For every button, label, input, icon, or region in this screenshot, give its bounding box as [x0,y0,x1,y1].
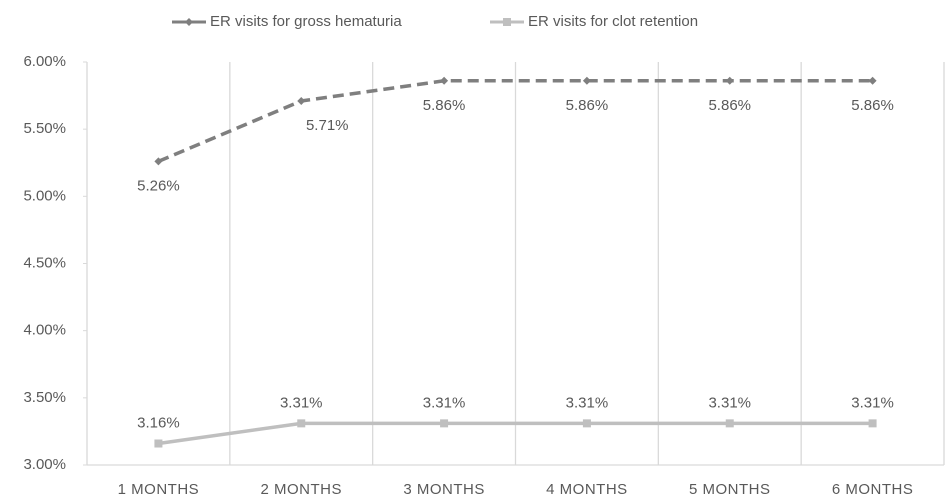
data-label: 5.86% [566,97,609,114]
point [154,439,163,448]
x-tick-label: 4 MONTHS [546,481,628,498]
x-tick-label: 2 MONTHS [260,481,342,498]
point [868,419,877,428]
data-label: 3.31% [708,394,751,411]
data-label: 3.31% [423,394,466,411]
y-tick-label: 6.00% [23,53,66,70]
x-tick-label: 3 MONTHS [403,481,485,498]
data-label: 5.86% [708,97,751,114]
legend-marker [185,18,193,26]
point [725,76,734,85]
data-label: 5.26% [137,177,180,194]
x-tick-label: 5 MONTHS [689,481,771,498]
data-label: 3.16% [137,414,180,431]
point [297,419,306,428]
data-label: 5.86% [851,97,894,114]
data-label: 3.31% [280,394,323,411]
point [297,96,306,105]
x-tick-label: 6 MONTHS [832,481,914,498]
data-label: 5.86% [423,97,466,114]
x-tick-label: 1 MONTHS [118,481,200,498]
y-tick-label: 5.50% [23,120,66,137]
data-label: 3.31% [851,394,894,411]
point [440,76,449,85]
y-tick-label: 3.50% [23,389,66,406]
point [868,76,877,85]
point [582,76,591,85]
legend-label: ER visits for gross hematuria [210,13,402,30]
data-label: 5.71% [306,117,349,134]
y-tick-label: 4.00% [23,322,66,339]
point [440,419,449,428]
legend-label: ER visits for clot retention [528,13,698,30]
y-tick-label: 4.50% [23,254,66,271]
series-line [158,421,873,446]
data-label: 3.31% [566,394,609,411]
point [725,419,734,428]
point [154,157,163,166]
legend-marker [503,18,511,26]
point [582,419,591,428]
y-tick-label: 3.00% [23,456,66,473]
series-line [157,79,873,164]
y-tick-label: 5.00% [23,187,66,204]
